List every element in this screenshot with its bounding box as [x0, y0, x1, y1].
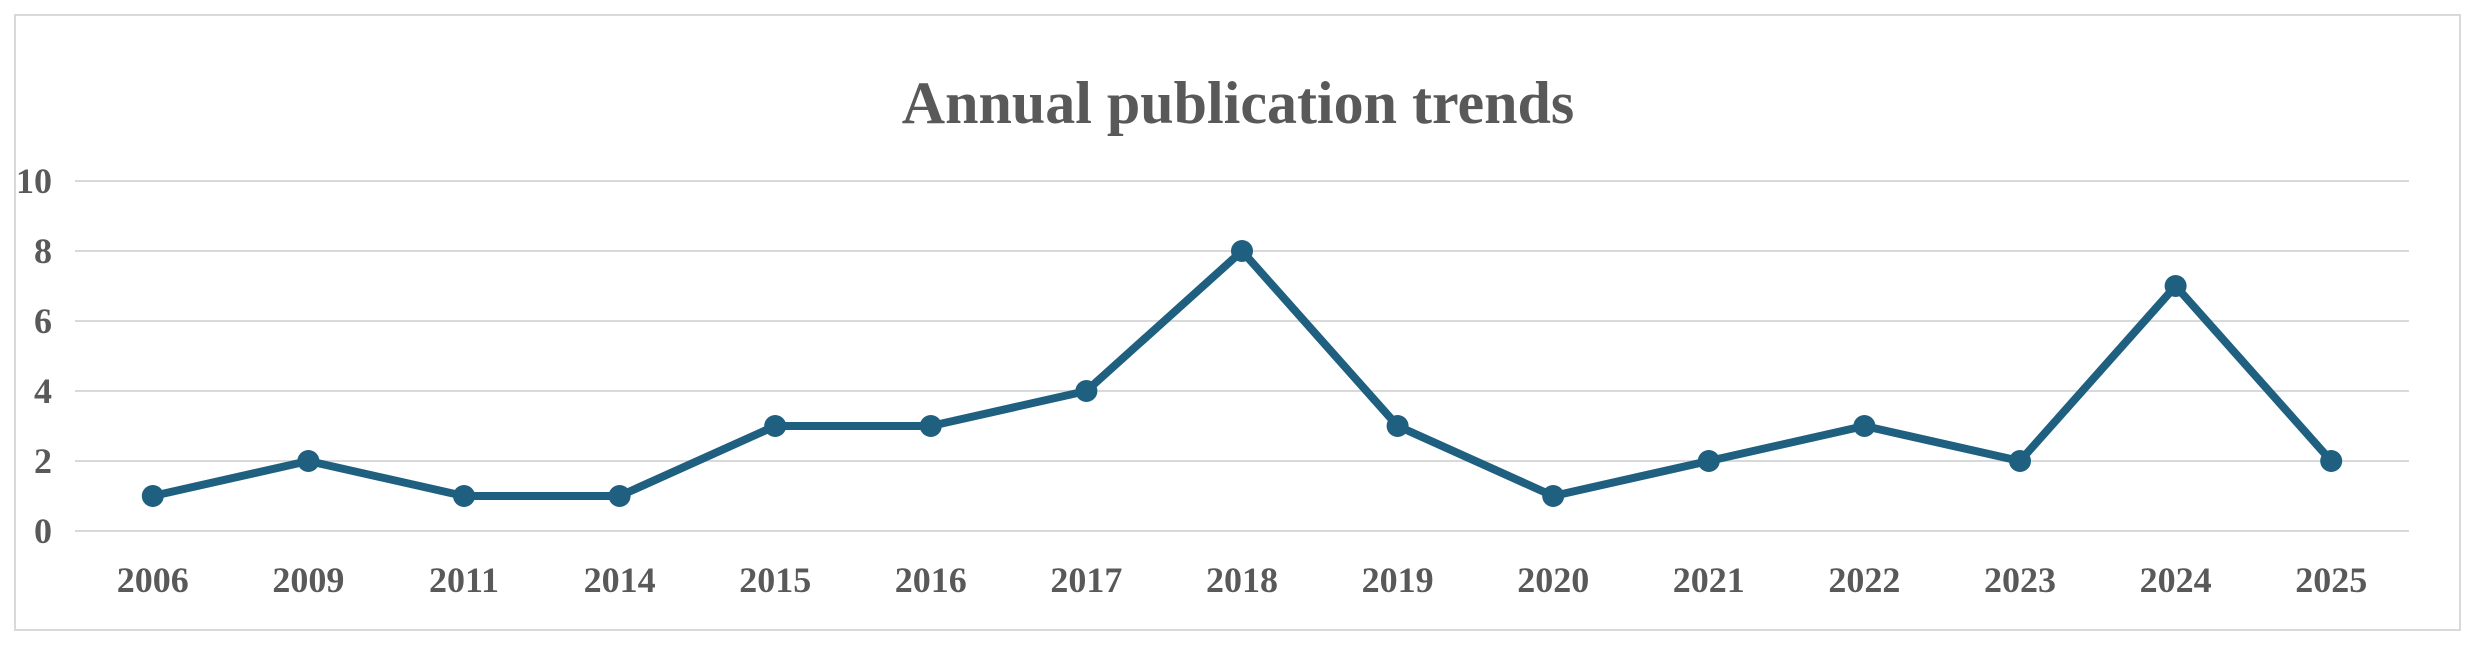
data-point-2020 — [1542, 485, 1565, 507]
y-tick-label: 8 — [34, 231, 52, 271]
x-tick-label: 2018 — [1206, 560, 1278, 600]
series-line — [148, 247, 2336, 500]
data-point-2019 — [1386, 415, 1409, 437]
y-tick-label: 0 — [34, 511, 52, 551]
data-point-2015 — [764, 415, 787, 437]
x-tick-label: 2020 — [1517, 560, 1589, 600]
x-tick-label: 2024 — [2140, 560, 2212, 600]
chart-frame: Annual publication trends 0 2 4 6 8 10 2006 20… — [14, 14, 2461, 631]
data-point-2023 — [2009, 450, 2031, 472]
data-point-2006 — [141, 485, 164, 507]
y-axis-tick-labels: 0 2 4 6 8 10 — [16, 161, 52, 551]
x-tick-label: 2022 — [1828, 560, 1900, 600]
chart-title: Annual publication trends — [902, 70, 1574, 136]
data-point-2018 — [1231, 240, 1253, 262]
y-tick-label: 4 — [34, 371, 52, 411]
data-point-2021 — [1697, 450, 1720, 472]
data-point-2011 — [453, 485, 475, 507]
y-tick-label: 10 — [16, 161, 52, 201]
x-axis-tick-labels: 2006 2009 2011 2014 2015 2016 2017 2018 2019 2020… — [117, 560, 2367, 600]
x-tick-label: 2023 — [1984, 560, 2056, 600]
data-point-2009 — [297, 450, 320, 472]
y-tick-label: 2 — [34, 441, 52, 481]
x-tick-label: 2015 — [739, 560, 811, 600]
x-tick-label: 2021 — [1673, 560, 1745, 600]
x-tick-label: 2006 — [117, 560, 189, 600]
y-tick-label: 6 — [34, 301, 52, 341]
data-point-2025 — [2320, 450, 2343, 472]
data-point-2017 — [1075, 380, 1098, 402]
x-tick-label: 2017 — [1050, 560, 1122, 600]
x-tick-label: 2019 — [1362, 560, 1434, 600]
x-tick-label: 2011 — [429, 560, 499, 600]
data-point-2016 — [919, 415, 942, 437]
x-tick-label: 2014 — [584, 560, 656, 600]
x-tick-label: 2025 — [2295, 560, 2367, 600]
x-tick-label: 2016 — [895, 560, 967, 600]
gridlines — [75, 180, 2409, 532]
x-tick-label: 2009 — [272, 560, 344, 600]
data-point-2022 — [1853, 415, 1876, 437]
data-series — [141, 240, 2343, 507]
data-point-2014 — [608, 485, 631, 507]
data-point-2024 — [2164, 275, 2187, 297]
